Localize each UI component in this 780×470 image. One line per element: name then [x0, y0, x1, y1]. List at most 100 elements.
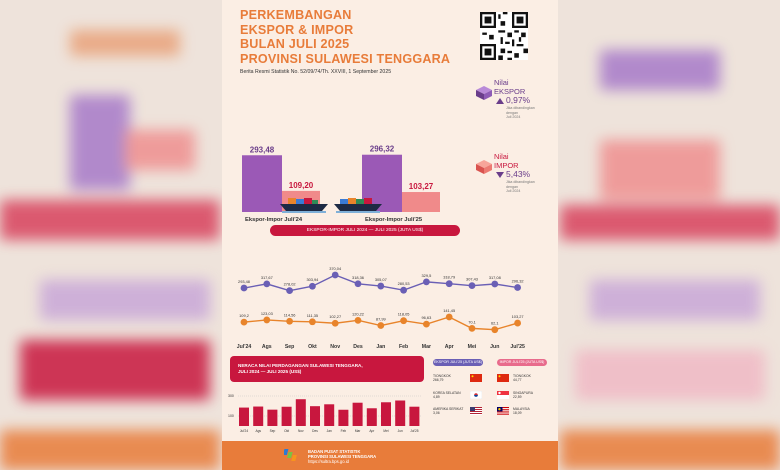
trade-balance-tick: Feb — [341, 429, 347, 433]
footer-org: BADAN PUSAT STATISTIK PROVINSI SULAWESI … — [308, 449, 376, 464]
trade-balance-title-box: NERACA NILAI PERDAGANGAN SULAWESI TENGGA… — [230, 356, 424, 382]
month-tick-label: Feb — [399, 344, 408, 350]
trade-balance-tick: Okt — [284, 429, 289, 433]
ekspor-point — [377, 282, 385, 290]
poster-title: PERKEMBANGAN EKSPOR & IMPOR BULAN JULI 2… — [240, 8, 450, 66]
month-tick-label: Mar — [422, 344, 431, 350]
impor-point-label: 103,27 — [512, 314, 524, 319]
ekspor-point — [491, 280, 499, 288]
trade-balance-tick: Des — [312, 429, 318, 433]
impor-point-label: 114,56 — [284, 312, 296, 317]
impor-point — [377, 322, 385, 329]
ekspor-metric: Nilai EKSPOR 0,97% Jika dibandingkan den… — [494, 78, 535, 120]
ekspor-cube-icon — [476, 86, 492, 100]
impor-point-label: 118,05 — [398, 312, 410, 317]
trade-balance-bar — [253, 406, 264, 426]
ekspor-note-3: Juli 2024 — [506, 115, 521, 119]
ekspor-point — [514, 284, 521, 291]
impor-point-label: 109,2 — [239, 313, 249, 318]
partner-value: 18,09 — [513, 411, 522, 415]
impor-point-label: 70,1 — [468, 319, 476, 324]
ekspor-point — [309, 282, 316, 290]
trade-balance-tick: Jul'25 — [410, 429, 418, 433]
impor-point — [309, 318, 316, 326]
impor-point-label: 120,22 — [352, 311, 364, 316]
impor-point-label: 141,45 — [443, 308, 455, 313]
title-line-2: EKSPOR & IMPOR — [240, 22, 354, 37]
impor-note-3: Juli 2024 — [506, 189, 521, 193]
y-tick-label: 300 — [228, 394, 234, 398]
partner-value: 3,06 — [433, 411, 440, 415]
month-tick-label: Nov — [330, 344, 340, 350]
ekspor-point-label: 307,43 — [466, 277, 478, 282]
top-bar-label: 109,20 — [289, 181, 314, 190]
ekspor-point — [263, 280, 271, 288]
trade-balance-tick: Jun — [398, 429, 403, 433]
month-tick-label: Apr — [445, 344, 454, 350]
month-tick-label: Jul'25 — [510, 344, 525, 350]
month-tick-label: Des — [353, 344, 363, 350]
footer-bar: BADAN PUSAT STATISTIK PROVINSI SULAWESI … — [222, 441, 558, 470]
impor-partner-2: SINGAPURA 22,59 — [513, 391, 533, 399]
ekspor-note-1: Jika dibandingkan — [506, 106, 535, 110]
partner-name: MALAYSIA — [513, 407, 530, 411]
monthly-line-chart: 293,48 317,67 278,02 303,94 370,04 318,36 305,… — [237, 266, 525, 350]
impor-point — [400, 317, 407, 325]
month-tick-label: Jun — [490, 344, 499, 350]
trade-balance-tick: Nov — [298, 429, 304, 433]
cargo-ship-icon — [280, 198, 328, 213]
ekspor-point-label: 317,67 — [261, 275, 273, 280]
ekspor-point-label: 293,48 — [238, 279, 250, 284]
impor-point — [331, 319, 339, 327]
title-line-3: BULAN JULI 2025 — [240, 37, 350, 51]
chart-ribbon-title: EKSPOR-IMPOR JULI 2024 — JULI 2025 (JUTA… — [270, 225, 460, 236]
partner-name: SINGAPURA — [513, 391, 533, 395]
trade-balance-bar — [267, 409, 278, 426]
ekspor-point-label: 305,07 — [375, 277, 387, 282]
trade-balance-bar — [409, 406, 420, 426]
ekspor-point — [468, 282, 476, 290]
partner-value: 266,79 — [433, 378, 444, 382]
impor-metric: Nilai IMPOR 5,43% Jika dibandingkan deng… — [494, 152, 535, 194]
usa-flag-icon — [470, 407, 482, 415]
trade-balance-bar-chart: 300 100 Jul'24 Ags Sep Okt Nov Des Jan Feb Mar Apr M… — [228, 394, 422, 433]
month-tick-label: Sep — [285, 344, 295, 350]
ekspor-point — [400, 286, 407, 294]
trade-balance-tick: Mei — [383, 429, 388, 433]
ekspor-point-label: 318,79 — [443, 275, 455, 280]
impor-point — [354, 316, 362, 324]
ekspor-point — [286, 287, 293, 295]
impor-note-1: Jika dibandingkan — [506, 180, 535, 184]
impor-partner-3: MALAYSIA 18,09 — [513, 407, 530, 415]
top-bar-category: Ekspor-Impor Juli'24 — [245, 217, 303, 222]
south-korea-flag-icon — [470, 391, 482, 399]
impor-partner-1: TIONGKOK 44,77 — [513, 374, 531, 382]
china-flag-icon-impor — [497, 374, 509, 382]
trade-balance-tick: Jan — [327, 429, 332, 433]
month-tick-label: Okt — [308, 344, 317, 350]
partner-value: 4,89 — [433, 395, 440, 399]
top-bar-label: 103,27 — [409, 182, 434, 191]
partner-name: TIONGKOK — [513, 374, 531, 378]
month-tick-label: Mei — [468, 344, 477, 350]
impor-point — [263, 316, 271, 324]
qr-code-icon — [480, 12, 528, 60]
trade-balance-bar — [324, 404, 335, 426]
impor-point — [491, 326, 499, 334]
ekspor-partner-3: AMERIKA SERIKAT 3,06 — [433, 407, 463, 415]
ekspor-point — [240, 284, 248, 292]
singapore-flag-icon — [497, 391, 509, 399]
top-bar-label: 296,32 — [370, 145, 395, 154]
trade-balance-tick: Ags — [255, 429, 261, 433]
impor-point — [468, 324, 476, 332]
impor-point-label: 123,03 — [261, 311, 273, 316]
impor-note-2: dengan — [506, 184, 518, 189]
trade-balance-tick: Sep — [270, 429, 276, 433]
trade-balance-tick: Mar — [355, 429, 361, 433]
trade-balance-bar — [381, 402, 391, 426]
china-flag-icon — [470, 374, 482, 382]
ekspor-point-label: 303,94 — [306, 277, 319, 282]
footer-url[interactable]: https://sultra.bps.go.id — [308, 459, 349, 464]
impor-pct: 5,43% — [506, 169, 531, 179]
ekspor-point — [423, 278, 430, 286]
